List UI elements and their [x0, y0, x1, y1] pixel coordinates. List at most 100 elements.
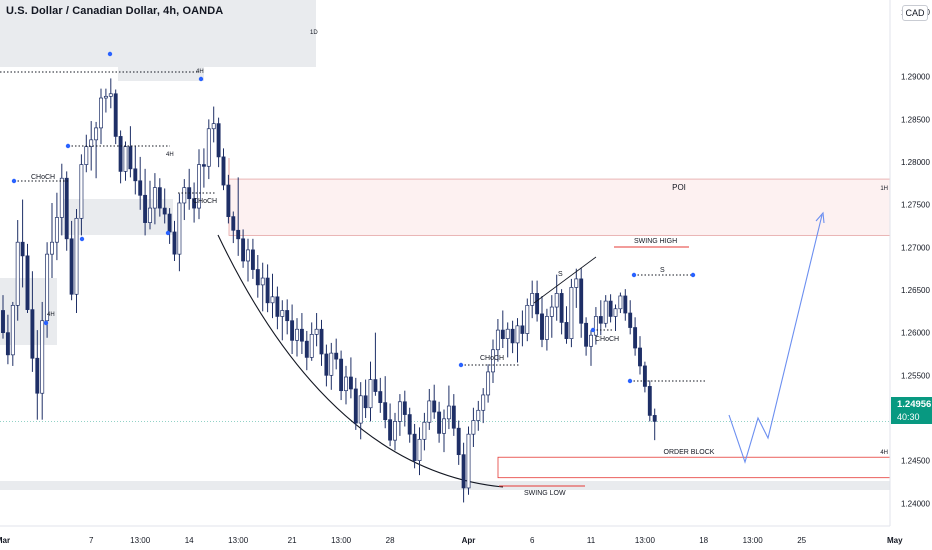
bull-candle-body — [486, 371, 491, 396]
bull-candle-body — [280, 310, 285, 317]
candle — [265, 264, 270, 313]
bear-candle-body — [363, 395, 368, 409]
bull-candle-body — [549, 306, 554, 317]
bull-candle-body — [515, 325, 520, 344]
bull-candle-body — [417, 438, 422, 461]
bear-candle-body — [319, 328, 324, 355]
price-tick-label: 1.27000 — [901, 243, 930, 252]
bear-candle-body — [226, 184, 231, 217]
candle — [402, 390, 407, 427]
supply-zone-4h — [118, 60, 204, 81]
bear-candle-body — [275, 296, 280, 317]
bull-candle-body — [59, 177, 64, 218]
candle — [231, 211, 236, 244]
bear-candle-body — [412, 433, 417, 461]
bear-candle-body — [236, 229, 241, 240]
time-tick-label: 13:00 — [130, 536, 151, 545]
pivot-marker — [107, 51, 113, 57]
pivot-marker — [165, 230, 171, 236]
bear-candle-body — [133, 168, 138, 182]
bear-candle-body — [118, 136, 123, 172]
candle — [94, 121, 99, 179]
candle — [393, 412, 397, 451]
candle — [162, 188, 167, 224]
bull-candle-body — [309, 334, 314, 358]
candle — [79, 154, 84, 236]
candle — [197, 149, 201, 220]
order-block-zone — [497, 456, 891, 479]
bear-candle-body — [432, 400, 437, 413]
candle — [437, 401, 442, 443]
candle — [143, 168, 148, 236]
candle — [407, 407, 412, 443]
bear-candle-body — [500, 329, 505, 339]
candle — [520, 310, 525, 347]
bull-candle-body — [152, 187, 157, 209]
price-tick-label: 1.28500 — [901, 115, 930, 124]
candle — [226, 174, 231, 224]
bear-candle-body — [172, 231, 177, 255]
candle — [280, 300, 285, 341]
bear-candle-body — [30, 309, 35, 359]
candle — [422, 412, 427, 451]
candle — [54, 192, 59, 261]
bull-candle-body — [618, 295, 623, 310]
choch-label-1: CHoCH — [31, 174, 55, 181]
order-block-label: ORDER BLOCK — [664, 449, 715, 456]
bear-candle-body — [383, 402, 388, 421]
bull-candle-body — [397, 401, 402, 422]
swing-low-label: SWING LOW — [524, 490, 566, 497]
pivot-marker — [627, 378, 633, 384]
candle — [118, 130, 123, 184]
candle — [388, 403, 393, 447]
candle — [638, 336, 642, 375]
candle — [133, 145, 138, 195]
pivot-marker — [65, 143, 71, 149]
bear-candle-body — [285, 310, 290, 322]
candle — [103, 88, 108, 113]
bear-candle-body — [201, 164, 206, 167]
daily-supply-zone — [0, 0, 316, 67]
price-tick-label: 1.26500 — [901, 286, 930, 295]
candle — [569, 278, 574, 348]
bear-candle-body — [250, 249, 255, 270]
swing-low-zone — [0, 481, 890, 490]
bull-candle-body — [491, 349, 495, 373]
pivot-marker — [11, 178, 17, 184]
candle — [564, 306, 569, 344]
time-tick-label: Apr — [462, 536, 476, 545]
bull-candle-body — [329, 352, 334, 376]
bull-candle-body — [569, 287, 574, 339]
bear-candle-body — [167, 213, 172, 233]
bull-candle-body — [295, 328, 299, 341]
currency-button[interactable]: CAD — [902, 5, 928, 21]
bear-candle-body — [437, 411, 442, 434]
bear-candle-body — [598, 316, 603, 324]
last-price-badge: 1.24956 40:30 — [891, 397, 932, 424]
candle — [1, 295, 5, 339]
time-tick-label: 14 — [185, 536, 194, 545]
bear-candle-body — [564, 322, 569, 339]
candle — [69, 220, 74, 301]
bull-candle-body — [358, 395, 363, 424]
bull-candle-body — [148, 207, 152, 223]
bull-candle-body — [427, 400, 432, 423]
candle — [515, 318, 520, 363]
bear-candle-body — [520, 325, 525, 334]
bear-candle-body — [64, 177, 69, 240]
candle — [344, 365, 348, 405]
bear-candle-body — [623, 295, 628, 314]
candle — [579, 267, 584, 338]
candle — [275, 286, 280, 330]
candle — [353, 377, 358, 430]
candle — [334, 338, 339, 370]
bear-candle-body — [157, 187, 162, 209]
candle — [50, 202, 54, 279]
bear-candle-body — [373, 379, 378, 392]
bull-candle-body — [554, 293, 559, 308]
bull-candle-body — [530, 293, 535, 306]
bear-candle-body — [579, 278, 584, 324]
candle — [192, 182, 197, 223]
